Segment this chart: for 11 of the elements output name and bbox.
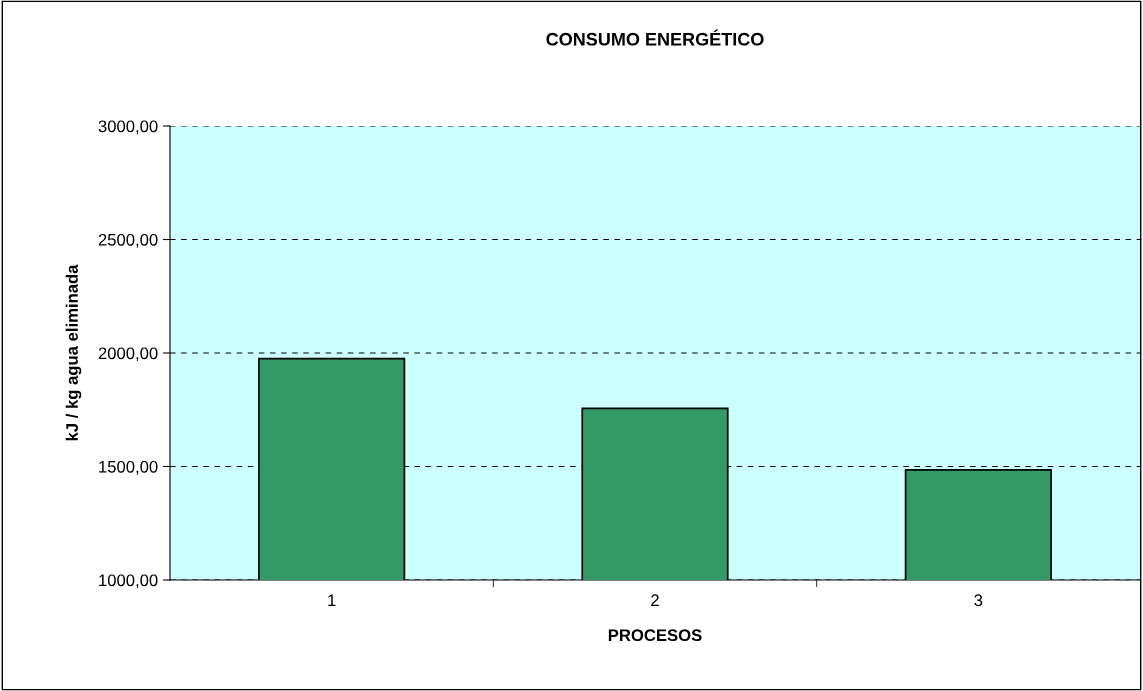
y-tick-label: 1500,00 — [99, 460, 158, 475]
y-tick-label: 2500,00 — [98, 233, 158, 248]
x-axis-title: PROCESOS — [608, 629, 702, 642]
y-axis-title: kJ / kg agua eliminada — [65, 264, 82, 441]
y-tick-label: 3000,00 — [98, 120, 158, 135]
chart-title: CONSUMO ENERGÉTICO — [546, 29, 764, 46]
x-tick-label: 2 — [651, 594, 659, 606]
x-tick-label: 3 — [974, 594, 983, 607]
y-tick-label: 2000,00 — [98, 347, 158, 362]
x-tick-label: 1 — [328, 594, 336, 606]
y-tick-label: 1000,00 — [99, 574, 158, 589]
